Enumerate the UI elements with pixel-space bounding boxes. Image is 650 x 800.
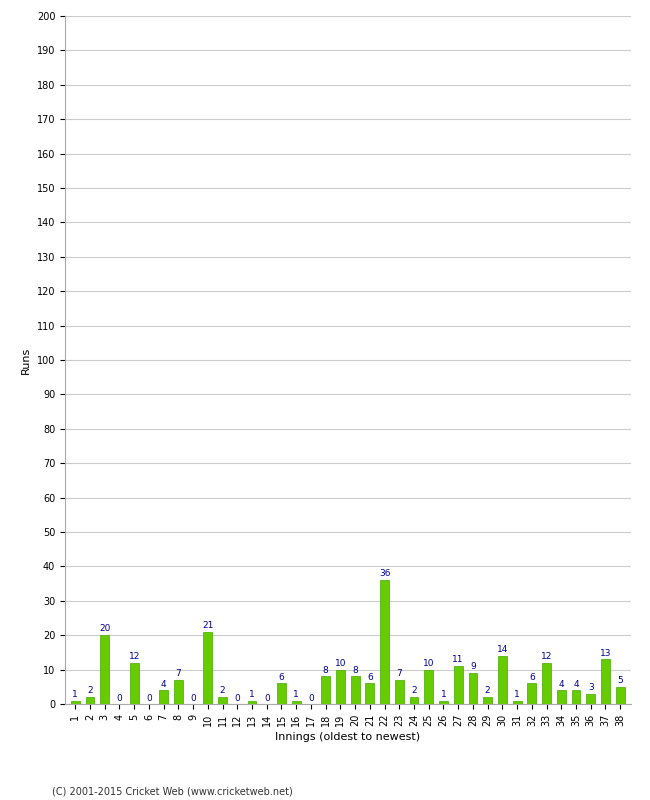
Bar (159, 690, 168, 704)
Text: 5: 5 (618, 676, 623, 685)
Bar (336, 670, 344, 704)
Bar (483, 697, 492, 704)
Bar (277, 683, 286, 704)
Text: 4: 4 (558, 679, 564, 689)
Bar (586, 694, 595, 704)
Text: 7: 7 (396, 669, 402, 678)
Text: 11: 11 (452, 655, 464, 665)
Bar (351, 677, 359, 704)
Text: 6: 6 (367, 673, 372, 682)
Text: 12: 12 (541, 652, 552, 661)
Bar (601, 659, 610, 704)
Text: 21: 21 (202, 621, 214, 630)
Text: 1: 1 (514, 690, 520, 699)
Text: 7: 7 (176, 669, 181, 678)
Bar (86, 697, 94, 704)
Text: 8: 8 (323, 666, 328, 674)
Text: 9: 9 (470, 662, 476, 671)
Bar (424, 670, 433, 704)
Bar (571, 690, 580, 704)
Text: 2: 2 (220, 686, 226, 695)
Bar (410, 697, 419, 704)
Text: 14: 14 (497, 645, 508, 654)
Text: 0: 0 (190, 694, 196, 702)
Bar (439, 701, 448, 704)
Text: 1: 1 (72, 690, 78, 699)
Text: 8: 8 (352, 666, 358, 674)
Text: 0: 0 (264, 694, 270, 702)
Bar (527, 683, 536, 704)
Text: 0: 0 (146, 694, 152, 702)
Text: 4: 4 (161, 679, 166, 689)
Bar (557, 690, 566, 704)
Text: 0: 0 (116, 694, 122, 702)
Text: 1: 1 (249, 690, 255, 699)
Bar (100, 635, 109, 704)
Text: 10: 10 (335, 659, 346, 668)
Text: 3: 3 (588, 683, 593, 692)
Bar (513, 701, 521, 704)
Text: 36: 36 (379, 570, 390, 578)
Bar (542, 662, 551, 704)
Text: 10: 10 (423, 659, 434, 668)
Bar (498, 656, 507, 704)
Bar (365, 683, 374, 704)
Text: 0: 0 (308, 694, 314, 702)
Text: 13: 13 (600, 649, 611, 658)
Text: 4: 4 (573, 679, 578, 689)
Text: (C) 2001-2015 Cricket Web (www.cricketweb.net): (C) 2001-2015 Cricket Web (www.cricketwe… (52, 786, 292, 796)
Bar (71, 701, 80, 704)
Bar (616, 686, 625, 704)
Text: 2: 2 (485, 686, 491, 695)
Bar (218, 697, 227, 704)
Text: 1: 1 (293, 690, 299, 699)
Text: 2: 2 (411, 686, 417, 695)
Bar (130, 662, 138, 704)
Bar (454, 666, 463, 704)
Bar (174, 680, 183, 704)
Bar (469, 673, 477, 704)
Bar (292, 701, 300, 704)
Bar (395, 680, 404, 704)
Text: 0: 0 (235, 694, 240, 702)
Text: 2: 2 (87, 686, 93, 695)
Text: 6: 6 (279, 673, 284, 682)
Text: 12: 12 (129, 652, 140, 661)
Bar (380, 580, 389, 704)
Text: 6: 6 (529, 673, 535, 682)
Y-axis label: Runs: Runs (21, 346, 31, 374)
Bar (248, 701, 257, 704)
Bar (321, 677, 330, 704)
Text: 20: 20 (99, 625, 110, 634)
X-axis label: Innings (oldest to newest): Innings (oldest to newest) (275, 732, 421, 742)
Bar (203, 632, 213, 704)
Text: 1: 1 (441, 690, 447, 699)
